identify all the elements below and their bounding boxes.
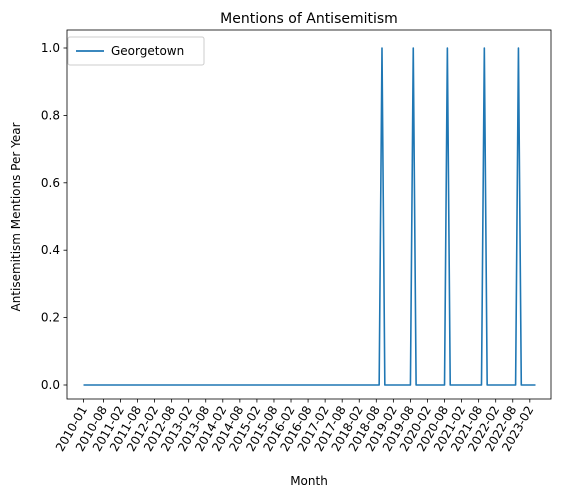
series-lines [83,47,536,386]
y-axis-label: Antisemitism Mentions Per Year [9,122,23,311]
y-tick-label: 0.8 [41,108,60,122]
legend-label: Georgetown [111,44,184,58]
series-line-georgetown [83,47,536,386]
x-axis-label: Month [290,474,328,488]
chart-title: Mentions of Antisemitism [220,11,398,27]
y-tick-label: 0.6 [41,176,60,190]
legend-box [67,36,205,66]
x-axis: 2010-012010-082011-022011-082012-022012-… [53,399,536,454]
plot-area [66,29,552,400]
y-tick-label: 0.2 [41,311,60,325]
y-axis: 0.0 0.2 0.4 0.6 0.8 1.0 [41,41,67,392]
y-tick-label: 1.0 [41,41,60,55]
legend: Georgetown [67,36,205,66]
y-tick-label: 0.4 [41,243,60,257]
y-tick-label: 0.0 [41,378,60,392]
